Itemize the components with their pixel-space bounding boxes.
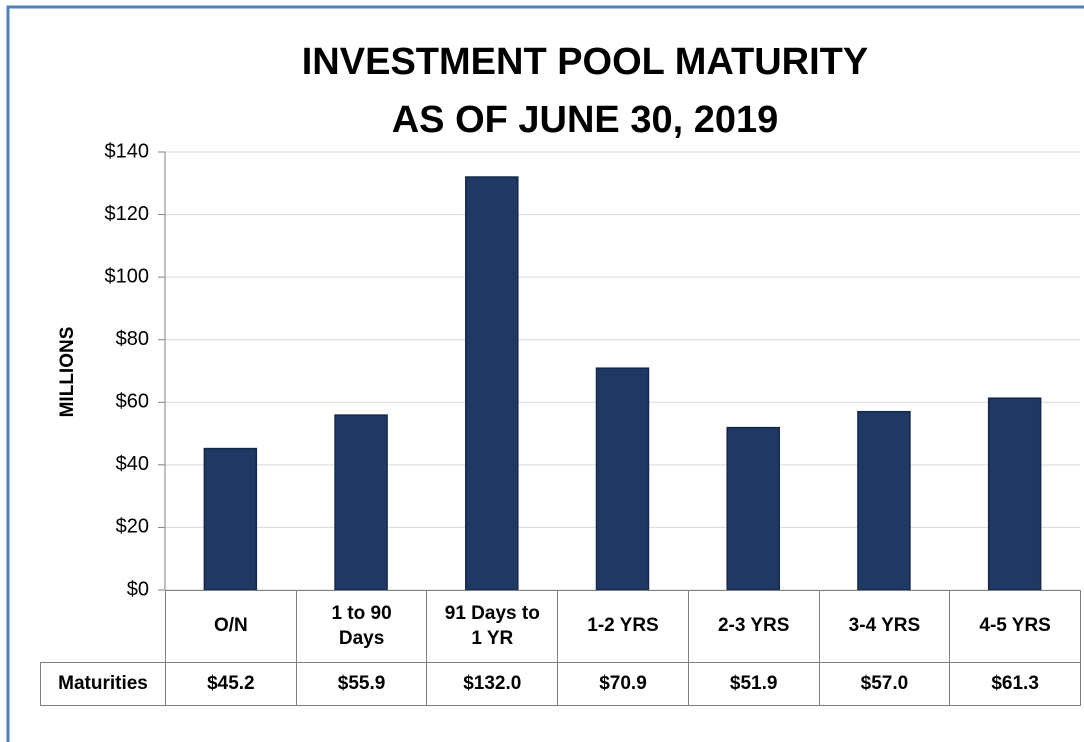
table-value: $51.9 — [687, 662, 820, 706]
y-axis-label: MILLIONS — [57, 327, 78, 418]
bar — [465, 176, 519, 591]
y-tick-label: $80 — [116, 328, 149, 350]
table-value: $45.2 — [165, 662, 297, 706]
bar — [595, 367, 650, 591]
x-tick-label: 1 to 90 Days — [295, 590, 428, 663]
chart-title: INVESTMENT POOL MATURITY — [302, 41, 869, 83]
x-tick-label: 91 Days to 1 YR — [426, 590, 559, 663]
y-tick-label: $100 — [105, 265, 150, 287]
x-tick-label: 2-3 YRS — [687, 590, 820, 663]
y-tick-label: $60 — [116, 391, 149, 413]
chart-subtitle: AS OF JUNE 30, 2019 — [392, 99, 779, 141]
bar — [987, 397, 1042, 591]
table-value: $55.9 — [295, 662, 428, 706]
y-tick-label: $120 — [105, 203, 150, 225]
bar — [203, 447, 258, 591]
bar — [726, 426, 780, 591]
x-tick-label: 4-5 YRS — [949, 590, 1081, 663]
x-tick-label: 1-2 YRS — [557, 590, 689, 663]
y-tick-label: $0 — [127, 578, 149, 600]
y-tick-label: $20 — [116, 516, 149, 538]
frame — [6, 5, 1084, 742]
table-value: $57.0 — [818, 662, 951, 706]
x-tick-label: O/N — [165, 590, 297, 663]
table-row-header: Maturities — [40, 662, 166, 706]
bar — [857, 410, 911, 591]
y-tick-label: $140 — [105, 140, 150, 162]
table-value: $61.3 — [949, 662, 1081, 706]
x-tick-label: 3-4 YRS — [818, 590, 951, 663]
bar — [334, 414, 388, 591]
y-tick-label: $40 — [116, 453, 149, 475]
table-value: $132.0 — [426, 662, 559, 706]
table-value: $70.9 — [557, 662, 689, 706]
